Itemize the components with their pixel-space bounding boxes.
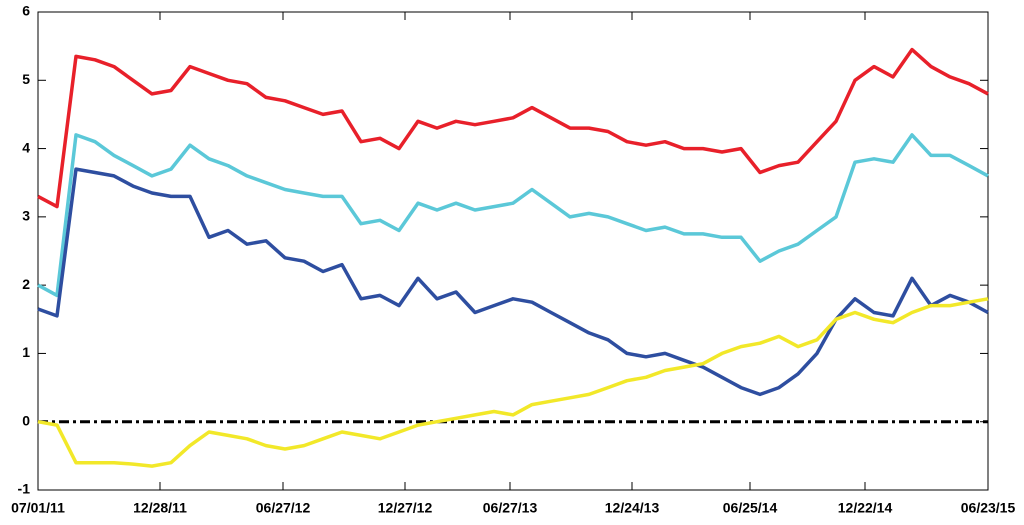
x-tick-label: 06/23/15 [961, 500, 1016, 516]
x-tick-label: 07/01/11 [11, 500, 65, 516]
y-tick-label: 4 [22, 139, 30, 155]
plot-area [37, 11, 989, 491]
x-tick-label: 06/27/13 [483, 500, 538, 516]
y-tick-label: 0 [22, 412, 30, 428]
series-line [37, 167, 989, 397]
x-tick-label: 12/24/13 [605, 500, 660, 516]
series-line [37, 297, 989, 468]
y-tick-label: 6 [22, 3, 30, 19]
y-tick-label: 2 [22, 276, 30, 292]
series-line [37, 133, 989, 298]
series-line [37, 47, 989, 209]
x-tick-label: 06/25/14 [723, 500, 778, 516]
y-tick-label: 1 [22, 344, 30, 360]
y-tick-label: -1 [18, 481, 31, 497]
x-tick-label: 12/22/14 [838, 500, 893, 516]
x-tick-label: 06/27/12 [256, 500, 311, 516]
x-tick-label: 12/28/11 [133, 500, 187, 516]
y-tick-label: 5 [22, 71, 30, 87]
x-tick-label: 12/27/12 [378, 500, 433, 516]
y-tick-label: 3 [22, 208, 30, 224]
